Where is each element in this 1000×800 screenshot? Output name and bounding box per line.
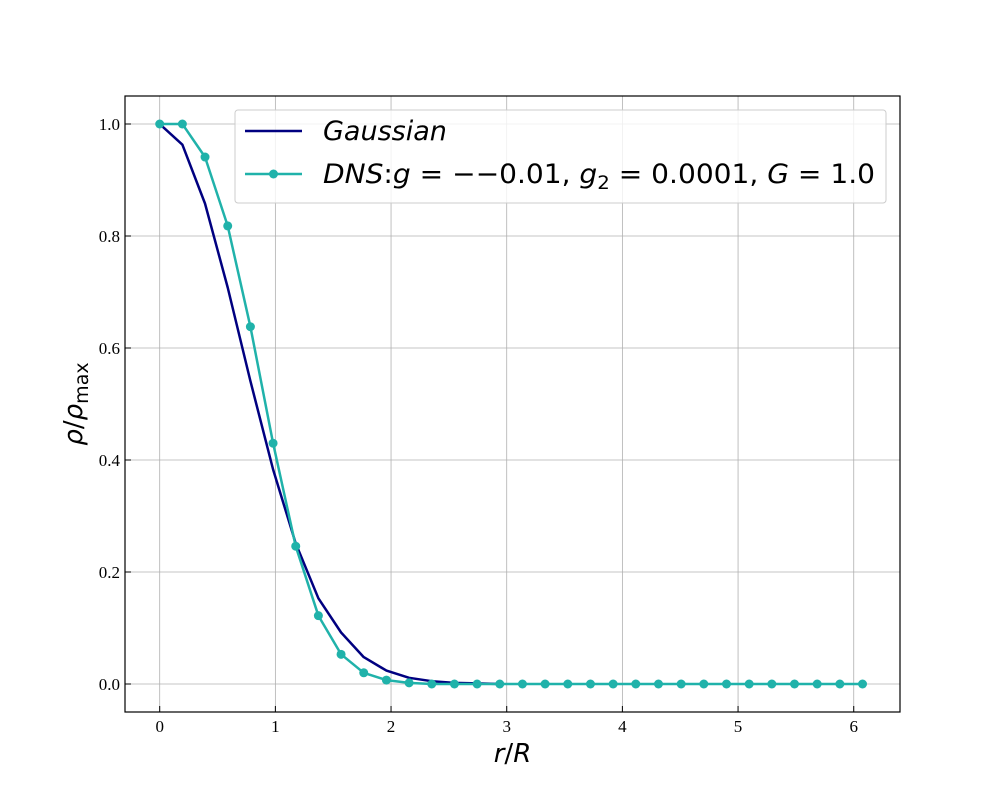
data-point <box>835 679 845 689</box>
data-point <box>812 679 822 689</box>
data-point <box>744 679 754 689</box>
data-point <box>404 678 414 688</box>
data-point <box>155 119 165 129</box>
data-point <box>563 679 573 689</box>
data-point <box>336 649 346 659</box>
data-point <box>653 679 663 689</box>
data-point <box>699 679 709 689</box>
legend-box <box>234 109 887 204</box>
series-line-1 <box>159 122 863 686</box>
axes-frame <box>124 95 901 713</box>
y-tick-label: 0.6 <box>99 339 120 358</box>
data-point <box>721 679 731 689</box>
y-tick-label: 0.4 <box>99 451 121 470</box>
y-axis-label: ρ/ρmax <box>59 362 93 445</box>
data-point <box>177 119 187 129</box>
plot-area <box>155 119 868 689</box>
legend-label-gaussian: Gaussian <box>323 116 447 147</box>
x-tick-label: 4 <box>618 717 627 736</box>
data-point <box>223 221 233 231</box>
ticks: 0 1 2 3 4 5 6 0.0 0.2 0.4 0.6 0.8 1.0 <box>99 115 858 736</box>
x-tick-label: 1 <box>271 717 280 736</box>
data-point <box>767 679 777 689</box>
data-point <box>200 152 210 162</box>
x-axis-label: r/R <box>494 739 532 769</box>
x-tick-label: 5 <box>734 717 743 736</box>
data-point <box>495 679 505 689</box>
legend-marker-dns <box>269 169 278 179</box>
data-point <box>585 679 595 689</box>
data-point <box>540 679 550 689</box>
legend-label-dns: DNS:g = −−0.01, g2 = 0.0001, G = 1.0 <box>323 159 875 194</box>
data-point <box>608 679 618 689</box>
data-point <box>631 679 641 689</box>
data-point <box>790 679 800 689</box>
data-point <box>427 679 437 689</box>
data-point <box>359 668 369 678</box>
data-point <box>381 675 391 685</box>
x-tick-label: 6 <box>849 717 858 736</box>
y-tick-label: 0.2 <box>99 563 120 582</box>
y-tick-label: 1.0 <box>99 115 120 134</box>
data-point <box>268 438 278 448</box>
x-tick-label: 0 <box>155 717 164 736</box>
data-point <box>313 611 323 621</box>
data-point <box>676 679 686 689</box>
data-point <box>517 679 527 689</box>
legend: Gaussian DNS:g = −−0.01, g2 = 0.0001, G … <box>234 109 887 204</box>
x-tick-label: 2 <box>387 717 396 736</box>
data-point <box>449 679 459 689</box>
data-point <box>858 679 868 689</box>
data-point <box>291 541 301 551</box>
data-point <box>472 679 482 689</box>
x-tick-label: 3 <box>502 717 511 736</box>
data-point <box>245 322 255 332</box>
y-tick-label: 0.8 <box>99 227 120 246</box>
y-tick-label: 0.0 <box>99 675 120 694</box>
series-line-0 <box>158 123 500 686</box>
